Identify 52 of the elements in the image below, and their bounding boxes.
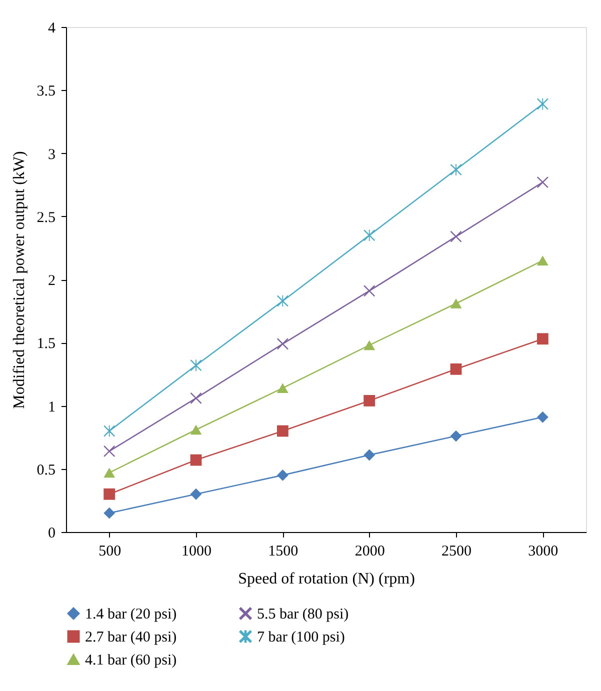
point (104, 446, 116, 457)
point (536, 98, 548, 110)
point (104, 507, 116, 519)
point (450, 430, 462, 442)
y-tick-label: 2 (48, 273, 56, 289)
point (190, 488, 202, 500)
point (536, 411, 548, 423)
y-axis-title: Modified theoretical power output (kW) (10, 151, 28, 409)
x-tick-label: 3000 (528, 544, 558, 560)
point (450, 363, 462, 375)
point (364, 285, 376, 297)
point (450, 298, 462, 308)
y-tick-label: 1.5 (36, 336, 56, 352)
point (190, 454, 202, 466)
point (364, 340, 376, 350)
x-tick-label: 2000 (354, 544, 385, 560)
legend-label: 1.4 bar (20 psi) (85, 606, 177, 623)
point (276, 425, 288, 437)
point (536, 256, 548, 266)
x-tick-label: 1000 (182, 544, 212, 560)
legend-label: 2.7 bar (40 psi) (85, 630, 177, 646)
point (190, 424, 202, 435)
point (104, 468, 116, 478)
x-tick-label: 2500 (442, 544, 472, 560)
legend-label: 4.1 bar (60 psi) (85, 652, 177, 668)
point (104, 425, 116, 437)
point (450, 164, 462, 176)
x-axis-title: Speed of rotation (N) (rpm) (238, 570, 415, 588)
point (190, 392, 202, 404)
point (276, 383, 288, 394)
x-tick-label: 500 (98, 544, 122, 560)
y-tick-label: 3.5 (36, 84, 56, 100)
x-tick-label: 1500 (268, 544, 298, 560)
point (536, 176, 548, 188)
point (276, 469, 288, 481)
point (276, 338, 288, 350)
legend-label: 5.5 bar (80 psi) (257, 606, 349, 623)
point (450, 230, 462, 242)
point (536, 333, 548, 345)
y-tick-label: 0.5 (36, 462, 56, 478)
y-tick-label: 3 (48, 146, 56, 163)
point (276, 295, 288, 307)
y-tick-label: 2.5 (36, 210, 56, 226)
point (190, 360, 202, 372)
legend-label: 7 bar (100 psi) (257, 630, 345, 646)
point (364, 230, 376, 242)
point (104, 488, 116, 500)
y-tick-label: 4 (48, 20, 56, 36)
y-tick-label: 0 (48, 526, 56, 542)
point (364, 449, 376, 461)
y-tick-label: 1 (48, 399, 56, 416)
point (364, 395, 376, 406)
